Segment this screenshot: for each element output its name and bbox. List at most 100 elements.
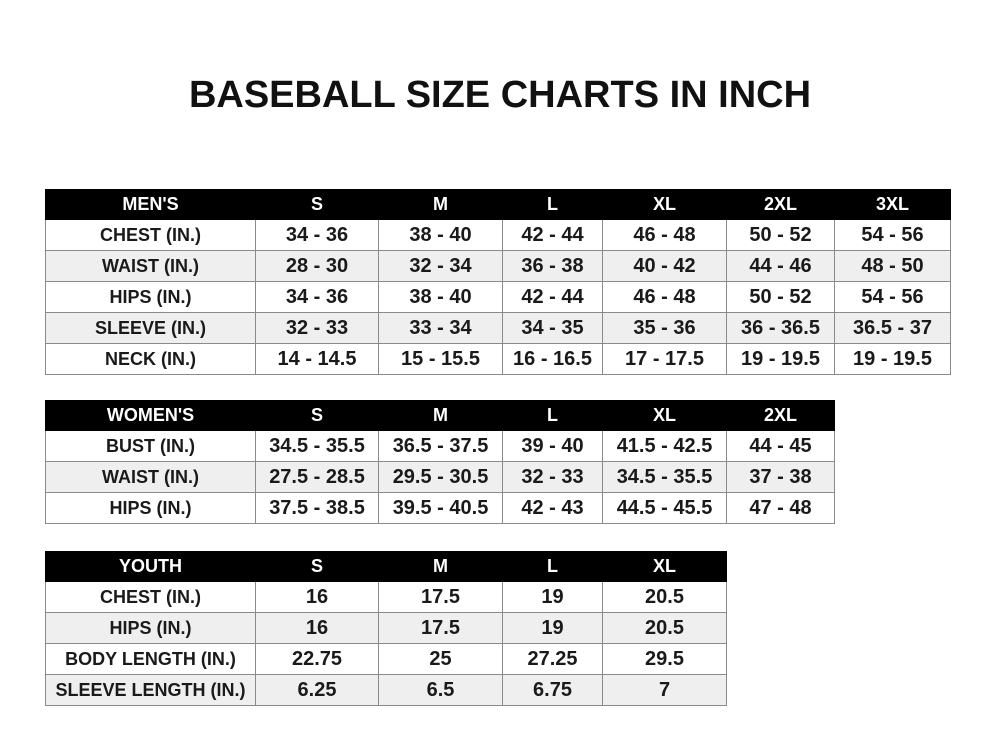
measurement-label: CHEST (IN.) [45,219,256,251]
header-row: WOMEN'S S M L XL 2XL [45,400,835,431]
size-value: 33 - 34 [378,312,503,344]
size-value: 19 [502,612,603,644]
size-value: 47 - 48 [726,492,835,524]
size-value: 16 [255,612,379,644]
size-header: 2XL [726,189,835,220]
size-value: 25 [378,643,503,675]
size-value: 41.5 - 42.5 [602,430,727,462]
table-row: NECK (IN.) 14 - 14.5 15 - 15.5 16 - 16.5 17 … [45,343,951,375]
measurement-label: WAIST (IN.) [45,461,256,493]
size-value: 36.5 - 37 [834,312,951,344]
size-value: 44 - 46 [726,250,835,282]
size-header: XL [602,189,727,220]
size-value: 35 - 36 [602,312,727,344]
measurement-label: BUST (IN.) [45,430,256,462]
size-header: XL [602,400,727,431]
table-row: HIPS (IN.) 16 17.5 19 20.5 [45,612,727,644]
size-value: 14 - 14.5 [255,343,379,375]
table-row: HIPS (IN.) 37.5 - 38.5 39.5 - 40.5 42 - 43 4… [45,492,835,524]
measurement-label: BODY LENGTH (IN.) [45,643,256,675]
header-row: YOUTH S M L XL [45,551,727,582]
size-value: 42 - 44 [502,219,603,251]
measurement-label: WAIST (IN.) [45,250,256,282]
size-value: 29.5 [602,643,727,675]
table-category-header: MEN'S [45,189,256,220]
table-category-header: YOUTH [45,551,256,582]
size-value: 36 - 36.5 [726,312,835,344]
size-value: 46 - 48 [602,219,727,251]
size-value: 22.75 [255,643,379,675]
measurement-label: HIPS (IN.) [45,492,256,524]
table-row: HIPS (IN.) 34 - 36 38 - 40 42 - 44 46 - 48 50… [45,281,951,313]
size-header: S [255,400,379,431]
size-value: 48 - 50 [834,250,951,282]
size-header: L [502,400,603,431]
size-value: 37.5 - 38.5 [255,492,379,524]
size-value: 34.5 - 35.5 [602,461,727,493]
size-value: 34.5 - 35.5 [255,430,379,462]
size-value: 44 - 45 [726,430,835,462]
size-value: 16 - 16.5 [502,343,603,375]
table-row: WAIST (IN.) 27.5 - 28.5 29.5 - 30.5 32 - 33… [45,461,835,493]
size-value: 50 - 52 [726,219,835,251]
womens-size-table: WOMEN'S S M L XL 2XL BUST (IN.) 34.5 - 35.5 36.5… [45,400,835,524]
size-value: 44.5 - 45.5 [602,492,727,524]
size-value: 42 - 44 [502,281,603,313]
size-value: 37 - 38 [726,461,835,493]
table-row: CHEST (IN.) 34 - 36 38 - 40 42 - 44 46 - 48 5… [45,219,951,251]
size-header: L [502,189,603,220]
size-value: 19 - 19.5 [834,343,951,375]
size-value: 32 - 34 [378,250,503,282]
size-value: 40 - 42 [602,250,727,282]
size-value: 20.5 [602,581,727,613]
size-value: 34 - 36 [255,219,379,251]
youth-size-table: YOUTH S M L XL CHEST (IN.) 16 17.5 19 20.5 HIPS (I… [45,551,727,706]
size-header: 3XL [834,189,951,220]
size-header: 2XL [726,400,835,431]
table-row: SLEEVE LENGTH (IN.) 6.25 6.5 6.75 7 [45,674,727,706]
size-value: 28 - 30 [255,250,379,282]
size-value: 19 - 19.5 [726,343,835,375]
size-value: 6.75 [502,674,603,706]
page-title: BASEBALL SIZE CHARTS IN INCH [188,74,812,116]
table-row: BUST (IN.) 34.5 - 35.5 36.5 - 37.5 39 - 40 4… [45,430,835,462]
size-value: 46 - 48 [602,281,727,313]
measurement-label: SLEEVE (IN.) [45,312,256,344]
table-row: BODY LENGTH (IN.) 22.75 25 27.25 29.5 [45,643,727,675]
size-value: 17 - 17.5 [602,343,727,375]
size-value: 17.5 [378,612,503,644]
table-row: SLEEVE (IN.) 32 - 33 33 - 34 34 - 35 35 - 36… [45,312,951,344]
header-row: MEN'S S M L XL 2XL 3XL [45,189,951,220]
size-value: 38 - 40 [378,219,503,251]
size-value: 27.25 [502,643,603,675]
size-value: 38 - 40 [378,281,503,313]
size-value: 16 [255,581,379,613]
measurement-label: HIPS (IN.) [45,281,256,313]
size-value: 15 - 15.5 [378,343,503,375]
size-value: 42 - 43 [502,492,603,524]
size-header: M [378,551,503,582]
size-value: 54 - 56 [834,281,951,313]
table-row: WAIST (IN.) 28 - 30 32 - 34 36 - 38 40 - 42 4… [45,250,951,282]
size-value: 32 - 33 [255,312,379,344]
size-value: 19 [502,581,603,613]
size-header: M [378,400,503,431]
size-header: M [378,189,503,220]
size-header: S [255,189,379,220]
size-value: 50 - 52 [726,281,835,313]
size-value: 39.5 - 40.5 [378,492,503,524]
size-header: S [255,551,379,582]
measurement-label: NECK (IN.) [45,343,256,375]
table-row: CHEST (IN.) 16 17.5 19 20.5 [45,581,727,613]
measurement-label: SLEEVE LENGTH (IN.) [45,674,256,706]
table-category-header: WOMEN'S [45,400,256,431]
size-value: 34 - 36 [255,281,379,313]
size-value: 6.25 [255,674,379,706]
size-value: 20.5 [602,612,727,644]
measurement-label: CHEST (IN.) [45,581,256,613]
size-value: 7 [602,674,727,706]
size-header: L [502,551,603,582]
size-value: 36.5 - 37.5 [378,430,503,462]
size-value: 54 - 56 [834,219,951,251]
measurement-label: HIPS (IN.) [45,612,256,644]
